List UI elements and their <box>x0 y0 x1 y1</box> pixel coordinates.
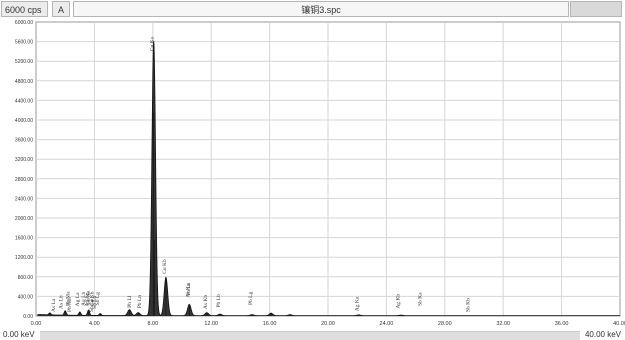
peak-annotation: As Ka <box>185 283 191 297</box>
peak-annotation: Ag Ka <box>355 296 361 311</box>
y-tick-label: 1600.00 <box>15 236 33 242</box>
peak-annotation: Cu Ka <box>85 290 91 305</box>
x-tick-label: 0.00 <box>31 321 42 327</box>
x-tick-label: 20.00 <box>321 321 335 327</box>
x-tick-label: 4.00 <box>89 321 100 327</box>
peak-annotation: Pb Lg <box>248 291 254 305</box>
mode-button[interactable]: A <box>52 1 70 17</box>
peak-annotation: Pb Mb <box>67 297 73 312</box>
peak-annotation: Ag Lb <box>81 292 87 306</box>
y-tick-label: 800.00 <box>18 275 34 281</box>
y-tick-label: 3200.00 <box>15 157 33 163</box>
energy-axis-end: 40.00 keV <box>582 330 623 340</box>
toolbar-scroll-block[interactable] <box>570 1 622 17</box>
y-tick-label: 5200.00 <box>15 59 33 65</box>
peak-annotation: As La <box>51 298 57 312</box>
peak-annotation: Cu Kb <box>162 259 168 274</box>
scale-selector[interactable]: 6000 cps <box>1 1 48 17</box>
energy-axis-start: 0.00 keV <box>1 330 37 340</box>
peak-annotation: Cu Kb <box>90 291 96 306</box>
y-tick-label: 0.00 <box>23 314 33 320</box>
y-tick-label: 1200.00 <box>15 255 33 261</box>
energy-scrollbar[interactable] <box>40 331 580 340</box>
peak-annotation: Sb Lb <box>92 295 98 309</box>
peak-annotation: Ag Kb <box>396 294 402 309</box>
peak-annotation: Sb Lg <box>95 292 101 306</box>
y-tick-label: 4800.00 <box>15 79 33 85</box>
x-tick-label: 40.00 <box>613 321 625 327</box>
x-tick-label: 12.00 <box>204 321 218 327</box>
y-tick-label: 4400.00 <box>15 98 33 104</box>
x-tick-label: 36.00 <box>555 321 569 327</box>
y-tick-label: 6000.00 <box>15 20 33 26</box>
spectrum-line <box>37 41 620 317</box>
peak-annotation: Pb Ma <box>66 291 72 306</box>
peak-annotation: As Lb <box>58 295 64 309</box>
peak-annotation: Sb Ka <box>417 292 423 306</box>
peak-annotation: Sb Kb <box>466 298 472 312</box>
x-tick-label: 28.00 <box>438 321 452 327</box>
y-tick-label: 4000.00 <box>15 118 33 124</box>
y-tick-label: 5600.00 <box>15 40 33 46</box>
x-tick-label: 16.00 <box>263 321 277 327</box>
y-tick-label: 400.00 <box>18 294 34 300</box>
peak-annotation: Ag Lg <box>85 292 91 306</box>
peak-annotation: Pb Ll <box>127 295 133 308</box>
peak-annotation: As Kb <box>203 295 209 309</box>
y-tick-label: 2800.00 <box>15 177 33 183</box>
x-tick-label: 24.00 <box>380 321 394 327</box>
file-title: 镶铜3.spc <box>73 1 569 17</box>
peak-annotation: Pb La <box>186 282 192 296</box>
y-tick-label: 3600.00 <box>15 138 33 144</box>
peak-annotation: Sb La <box>89 298 95 312</box>
peak-annotation: Cu Ka <box>150 36 156 51</box>
spectrum-fill <box>37 41 620 316</box>
x-tick-label: 8.00 <box>147 321 158 327</box>
peak-annotation: Pb Ln <box>137 295 143 309</box>
y-tick-label: 2400.00 <box>15 196 33 202</box>
peak-annotation: Pb Lb <box>216 294 222 308</box>
peak-annotation: Ag La <box>75 292 81 306</box>
x-tick-label: 32.00 <box>496 321 510 327</box>
y-tick-label: 2000.00 <box>15 216 33 222</box>
